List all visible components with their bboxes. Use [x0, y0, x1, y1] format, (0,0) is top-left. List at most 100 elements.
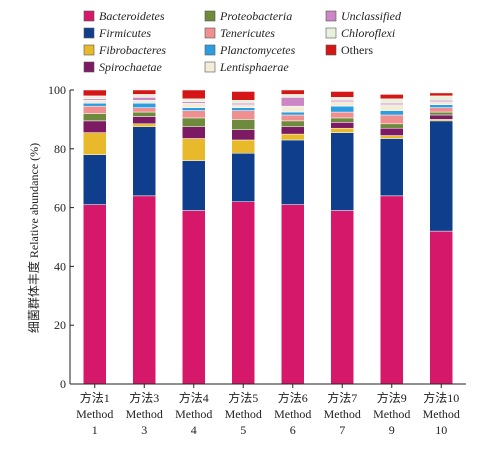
bar-segment-lentisphaerae: [281, 105, 305, 113]
bar-segment-others: [182, 89, 206, 100]
x-tick-label: Method: [324, 407, 361, 421]
legend-label: Lentisphaerae: [219, 60, 289, 74]
bar-segment-others: [429, 92, 453, 97]
y-tick-label: 100: [48, 83, 66, 97]
legend-label: Spirochaetae: [99, 60, 163, 74]
legend-label: Firmicutes: [98, 26, 151, 40]
bar-segment-chloroflexi: [83, 95, 107, 100]
x-tick-label: 4: [191, 423, 197, 437]
bar-segment-bacteroidetes: [182, 210, 206, 385]
legend: Bacteroidetes Firmicutes Fibrobacteres Spir…: [83, 9, 402, 74]
bar-segment-lentisphaerae: [231, 104, 255, 108]
bar-segment-chloroflexi: [281, 94, 305, 98]
bar-segment-firmicutes: [83, 154, 107, 205]
bar-segment-planctomycetes: [182, 107, 206, 111]
bar-segment-fibrobacteres: [182, 138, 206, 161]
bar-segment-firmicutes: [380, 138, 404, 197]
y-axis-label: 细菌群体丰度 Relative abundance (%): [26, 143, 41, 333]
x-labels: 方法1 Method 1 方法3 Method 3 方法4 Method 4 方法5 Method 5…: [76, 384, 460, 437]
bar-segment-tenericutes: [132, 107, 156, 113]
bar-segment-others: [380, 94, 404, 100]
bar-segment-lentisphaerae: [429, 101, 453, 105]
legend-swatch: [83, 44, 95, 56]
bar-segment-others: [132, 89, 156, 95]
bar-segment-others: [83, 89, 107, 97]
x-tick-label: Method: [175, 407, 212, 421]
x-tick-label: Method: [373, 407, 410, 421]
x-tick-label: 5: [240, 423, 246, 437]
bar-segment-planctomycetes: [281, 111, 305, 116]
bar-segment-spirochaetae: [182, 126, 206, 139]
legend-swatch: [325, 27, 337, 39]
axes: [69, 90, 466, 385]
bar-segment-unclassified: [132, 97, 156, 101]
x-tick-label: Method: [76, 407, 113, 421]
legend-swatch: [83, 10, 95, 22]
bar-segment-fibrobacteres: [132, 123, 156, 127]
x-tick-label: 1: [92, 423, 98, 437]
bar-segment-tenericutes: [281, 114, 305, 122]
bar-segment-tenericutes: [83, 105, 107, 114]
x-tick-label: 方法4: [179, 390, 209, 405]
bar-segment-planctomycetes: [83, 102, 107, 107]
y-tick-label: 80: [54, 142, 66, 156]
bar-segment-lentisphaerae: [182, 102, 206, 108]
y-tick-label: 60: [54, 201, 66, 215]
legend-swatch: [204, 10, 216, 22]
x-tick-label: 方法6: [278, 390, 308, 405]
bar-segment-proteobacteria: [83, 113, 107, 122]
bar-segment-chloroflexi: [380, 98, 404, 104]
legend-label: Unclassified: [341, 9, 402, 23]
bar-segment-chloroflexi: [182, 98, 206, 103]
legend-swatch: [325, 10, 337, 22]
legend-swatch: [204, 27, 216, 39]
bar-segment-bacteroidetes: [281, 204, 305, 385]
x-tick-label: Method: [126, 407, 163, 421]
x-tick-label: 7: [339, 423, 345, 437]
bar-segment-chloroflexi: [330, 97, 354, 101]
bar-segment-spirochaetae: [83, 120, 107, 133]
bar-segment-spirochaetae: [132, 116, 156, 125]
x-tick-label: 方法3: [129, 390, 159, 405]
bar-segment-firmicutes: [132, 126, 156, 197]
x-tick-label: 3: [141, 423, 147, 437]
bar-segment-bacteroidetes: [429, 230, 453, 385]
legend-label: Others: [341, 43, 373, 57]
x-tick-label: 方法9: [377, 390, 407, 405]
bar-segment-fibrobacteres: [231, 139, 255, 154]
legend-label: Proteobacteria: [219, 9, 292, 23]
bar-segment-planctomycetes: [132, 102, 156, 108]
bar-segment-proteobacteria: [330, 117, 354, 123]
bar-segment-others: [281, 89, 305, 95]
bar-segment-firmicutes: [182, 160, 206, 211]
bar-segment-chloroflexi: [231, 100, 255, 104]
x-tick-label: Method: [423, 407, 460, 421]
x-tick-label: Method: [274, 407, 311, 421]
bar-segment-tenericutes: [182, 110, 206, 119]
bar-segment-firmicutes: [281, 139, 305, 205]
bar-segment-planctomycetes: [380, 110, 404, 116]
x-tick-label: 方法5: [228, 390, 258, 405]
y-tick-label: 40: [54, 259, 66, 273]
bar-segment-proteobacteria: [281, 120, 305, 128]
bar-segment-proteobacteria: [132, 111, 156, 117]
legend-label: Planctomycetes: [219, 43, 296, 57]
y-tick-label: 20: [54, 318, 66, 332]
x-tick-label: 9: [389, 423, 395, 437]
x-tick-label: Method: [225, 407, 262, 421]
bar-segment-bacteroidetes: [231, 201, 255, 385]
bar-segment-lentisphaerae: [132, 100, 156, 104]
bar-segment-spirochaetae: [281, 126, 305, 135]
bar-segment-tenericutes: [429, 107, 453, 113]
bar-segment-spirochaetae: [429, 114, 453, 120]
x-tick-label: 方法10: [423, 390, 459, 405]
bar-segment-others: [330, 91, 354, 98]
bar-segment-spirochaetae: [330, 122, 354, 129]
bar-segment-firmicutes: [330, 132, 354, 211]
legend-swatch: [204, 61, 216, 73]
bar-segment-bacteroidetes: [83, 204, 107, 385]
y-tick-label: 0: [60, 377, 66, 391]
bar-segment-firmicutes: [429, 120, 453, 232]
bar-segment-planctomycetes: [429, 104, 453, 108]
